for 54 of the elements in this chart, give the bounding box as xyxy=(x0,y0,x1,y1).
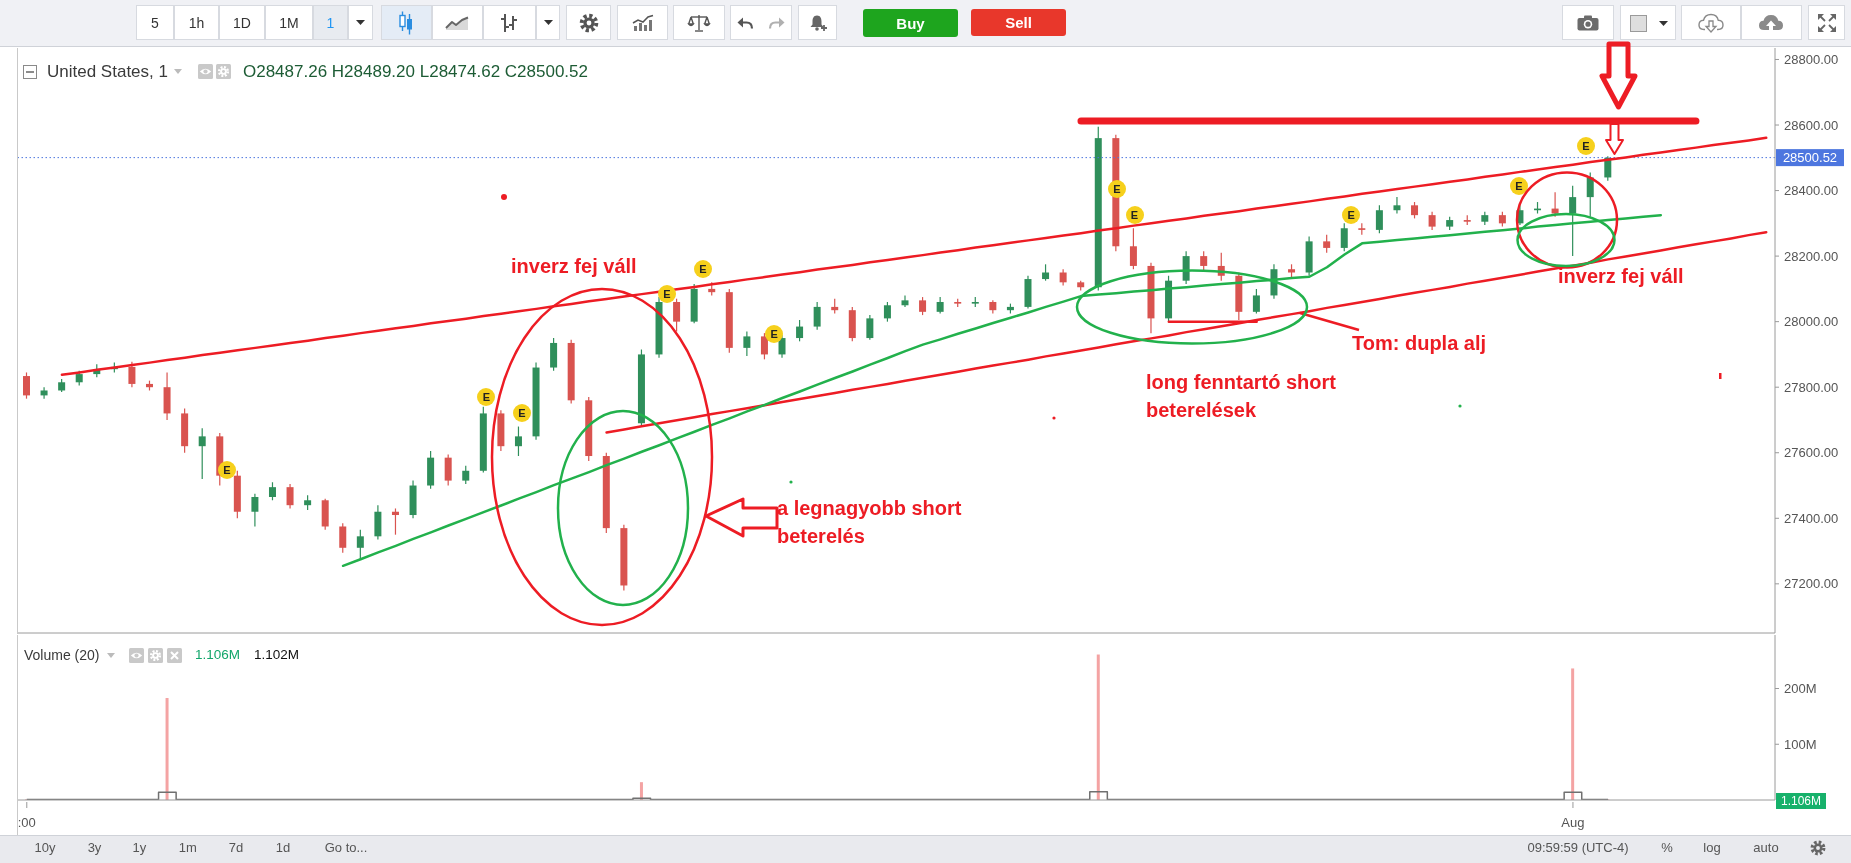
annotation: 1.102M xyxy=(254,647,300,663)
text: 1d xyxy=(275,840,291,856)
y-tick-label: 27600.00 xyxy=(1784,445,1839,461)
annotation: E xyxy=(1113,182,1121,195)
annotation: E xyxy=(770,328,778,341)
y-tick-label: 28600.00 xyxy=(1784,117,1839,133)
y-tick-label: 28200.00 xyxy=(1784,248,1839,264)
text: 09:59:59 (UTC-4) xyxy=(1527,840,1629,856)
annotation: 1.106M xyxy=(195,647,241,663)
y-tick-label: 200M xyxy=(1784,681,1817,697)
y-tick-label: 27400.00 xyxy=(1784,510,1839,526)
text: 1M xyxy=(279,14,299,31)
annotation: E xyxy=(1130,209,1139,222)
annotation: inverz fej váll xyxy=(1558,265,1684,287)
annotation: E xyxy=(482,390,491,403)
x-tick-label: :00 xyxy=(17,815,36,830)
text: 7d xyxy=(228,840,244,856)
text: % xyxy=(1661,840,1673,856)
ref-line-label: 28500.52 xyxy=(1782,150,1838,166)
text: O28487.26 H28489.20 L28474.62 C28500.52 xyxy=(242,61,588,82)
annotation: E xyxy=(1347,209,1355,222)
annotation: E xyxy=(518,407,526,420)
text: United States, 1 xyxy=(47,61,168,82)
text: 1.106M xyxy=(1781,794,1822,808)
annotation: a legnagyobb short beterelés xyxy=(777,497,962,547)
text: Sell xyxy=(1005,14,1032,31)
annotation: inverz fej váll xyxy=(511,255,637,277)
x-tick-label: Aug xyxy=(1561,815,1585,830)
annotation: E xyxy=(1515,180,1523,192)
text: auto xyxy=(1753,840,1779,856)
text: 3y xyxy=(87,840,102,856)
y-tick-label: 27200.00 xyxy=(1784,576,1839,592)
annotation: E xyxy=(663,287,671,300)
text: 1h xyxy=(188,14,205,31)
annotation: Tom: dupla alj xyxy=(1352,332,1487,354)
text: 1D xyxy=(233,14,251,31)
y-tick-label: 100M xyxy=(1784,736,1817,752)
text: Buy xyxy=(896,14,925,32)
y-tick-label: 28400.00 xyxy=(1784,183,1839,199)
text: Volume (20) xyxy=(24,647,100,663)
text: 1y xyxy=(132,840,147,856)
annotation: E xyxy=(223,464,231,476)
annotation: long fenntartó short beterelések xyxy=(1146,371,1336,421)
y-tick-label: 27800.00 xyxy=(1784,379,1839,395)
text: Go to... xyxy=(324,840,368,856)
text: 1 xyxy=(326,14,335,31)
text: 1m xyxy=(178,840,197,856)
annotation: E xyxy=(1582,140,1590,152)
text: 10y xyxy=(34,840,56,856)
text: log xyxy=(1703,840,1721,856)
y-tick-label: 28000.00 xyxy=(1784,314,1839,330)
text: 5 xyxy=(151,14,159,31)
annotation: E xyxy=(699,263,707,276)
y-tick-label: 28800.00 xyxy=(1784,52,1839,68)
